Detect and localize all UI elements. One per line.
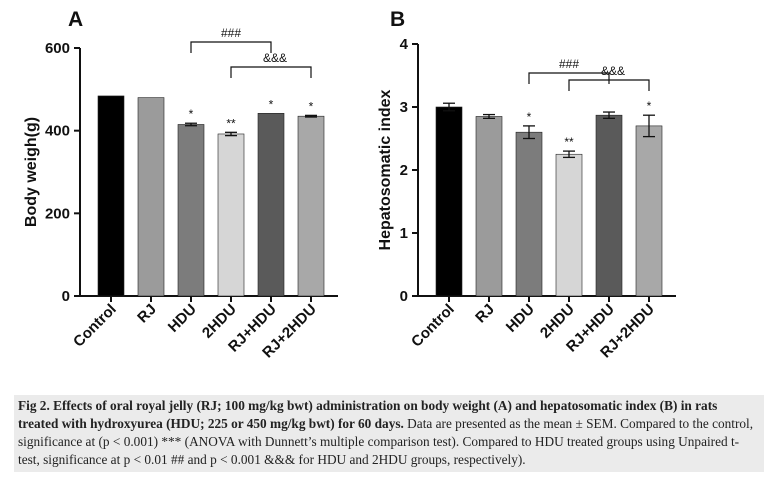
comparison-bracket-a bbox=[190, 41, 272, 53]
significance-mark-b: * bbox=[527, 110, 532, 124]
bar-a-hdu bbox=[177, 124, 205, 297]
bar-b-2hdu bbox=[555, 153, 583, 297]
y-tick-label-a: 0 bbox=[62, 288, 70, 305]
significance-mark-a: * bbox=[309, 99, 314, 113]
bar-a-control bbox=[97, 95, 125, 297]
y-tick-label-b: 1 bbox=[400, 225, 408, 242]
y-tick-label-a: 600 bbox=[45, 40, 70, 57]
figure-caption: Fig 2. Effects of oral royal jelly (RJ; … bbox=[14, 395, 764, 472]
bar-a-rj bbox=[137, 97, 165, 297]
comparison-bracket-a bbox=[230, 66, 312, 78]
x-tick-label-b: RJ bbox=[472, 301, 498, 327]
comparison-bracket-b bbox=[528, 72, 610, 84]
bar-b-rj bbox=[475, 116, 503, 297]
bar-b-rj-plus-hdu bbox=[595, 114, 623, 297]
y-axis-label-b: Hepatosomatic index bbox=[377, 89, 394, 250]
y-tick-label-b: 3 bbox=[400, 99, 408, 116]
bar-b-rj-plus-2hdu bbox=[635, 125, 663, 297]
x-tick-label-a: RJ bbox=[134, 301, 160, 327]
y-tick-label-a: 200 bbox=[45, 205, 70, 222]
panel-letter-a: A bbox=[68, 8, 83, 31]
bracket-label-a: &&& bbox=[263, 51, 287, 65]
x-tick-label-b: HDU bbox=[503, 301, 538, 336]
y-tick-label-b: 2 bbox=[400, 162, 408, 179]
y-axis-label-a: Body weigh(g) bbox=[23, 117, 40, 227]
bracket-label-b: ### bbox=[559, 57, 579, 71]
bar-a-rj-plus-2hdu bbox=[297, 115, 325, 297]
significance-mark-b: * bbox=[647, 99, 652, 113]
y-tick-label-b: 0 bbox=[400, 288, 408, 305]
x-tick-label-a: Control bbox=[70, 301, 120, 351]
y-tick-label-a: 400 bbox=[45, 123, 70, 140]
panel-letter-b: B bbox=[390, 8, 405, 31]
bracket-label-a: ### bbox=[221, 26, 241, 40]
comparison-bracket-b bbox=[568, 79, 650, 91]
caption-body: Data are presented as the mean ± SEM. Co… bbox=[18, 416, 754, 467]
bar-a-2hdu bbox=[217, 133, 245, 297]
x-tick-label-b: Control bbox=[408, 301, 458, 351]
significance-mark-b: ** bbox=[564, 135, 574, 149]
significance-mark-a: ** bbox=[226, 116, 236, 130]
bar-b-hdu bbox=[515, 131, 543, 297]
bar-b-control bbox=[435, 106, 463, 297]
significance-mark-a: * bbox=[269, 97, 274, 111]
significance-mark-a: * bbox=[189, 107, 194, 121]
caption-title: Fig 2. Effects of oral royal jelly (RJ; … bbox=[18, 398, 718, 431]
x-tick-label-a: HDU bbox=[165, 301, 200, 336]
bracket-label-b: &&& bbox=[601, 64, 625, 78]
bar-a-rj-plus-hdu bbox=[257, 113, 285, 297]
y-tick-label-b: 4 bbox=[400, 36, 409, 53]
